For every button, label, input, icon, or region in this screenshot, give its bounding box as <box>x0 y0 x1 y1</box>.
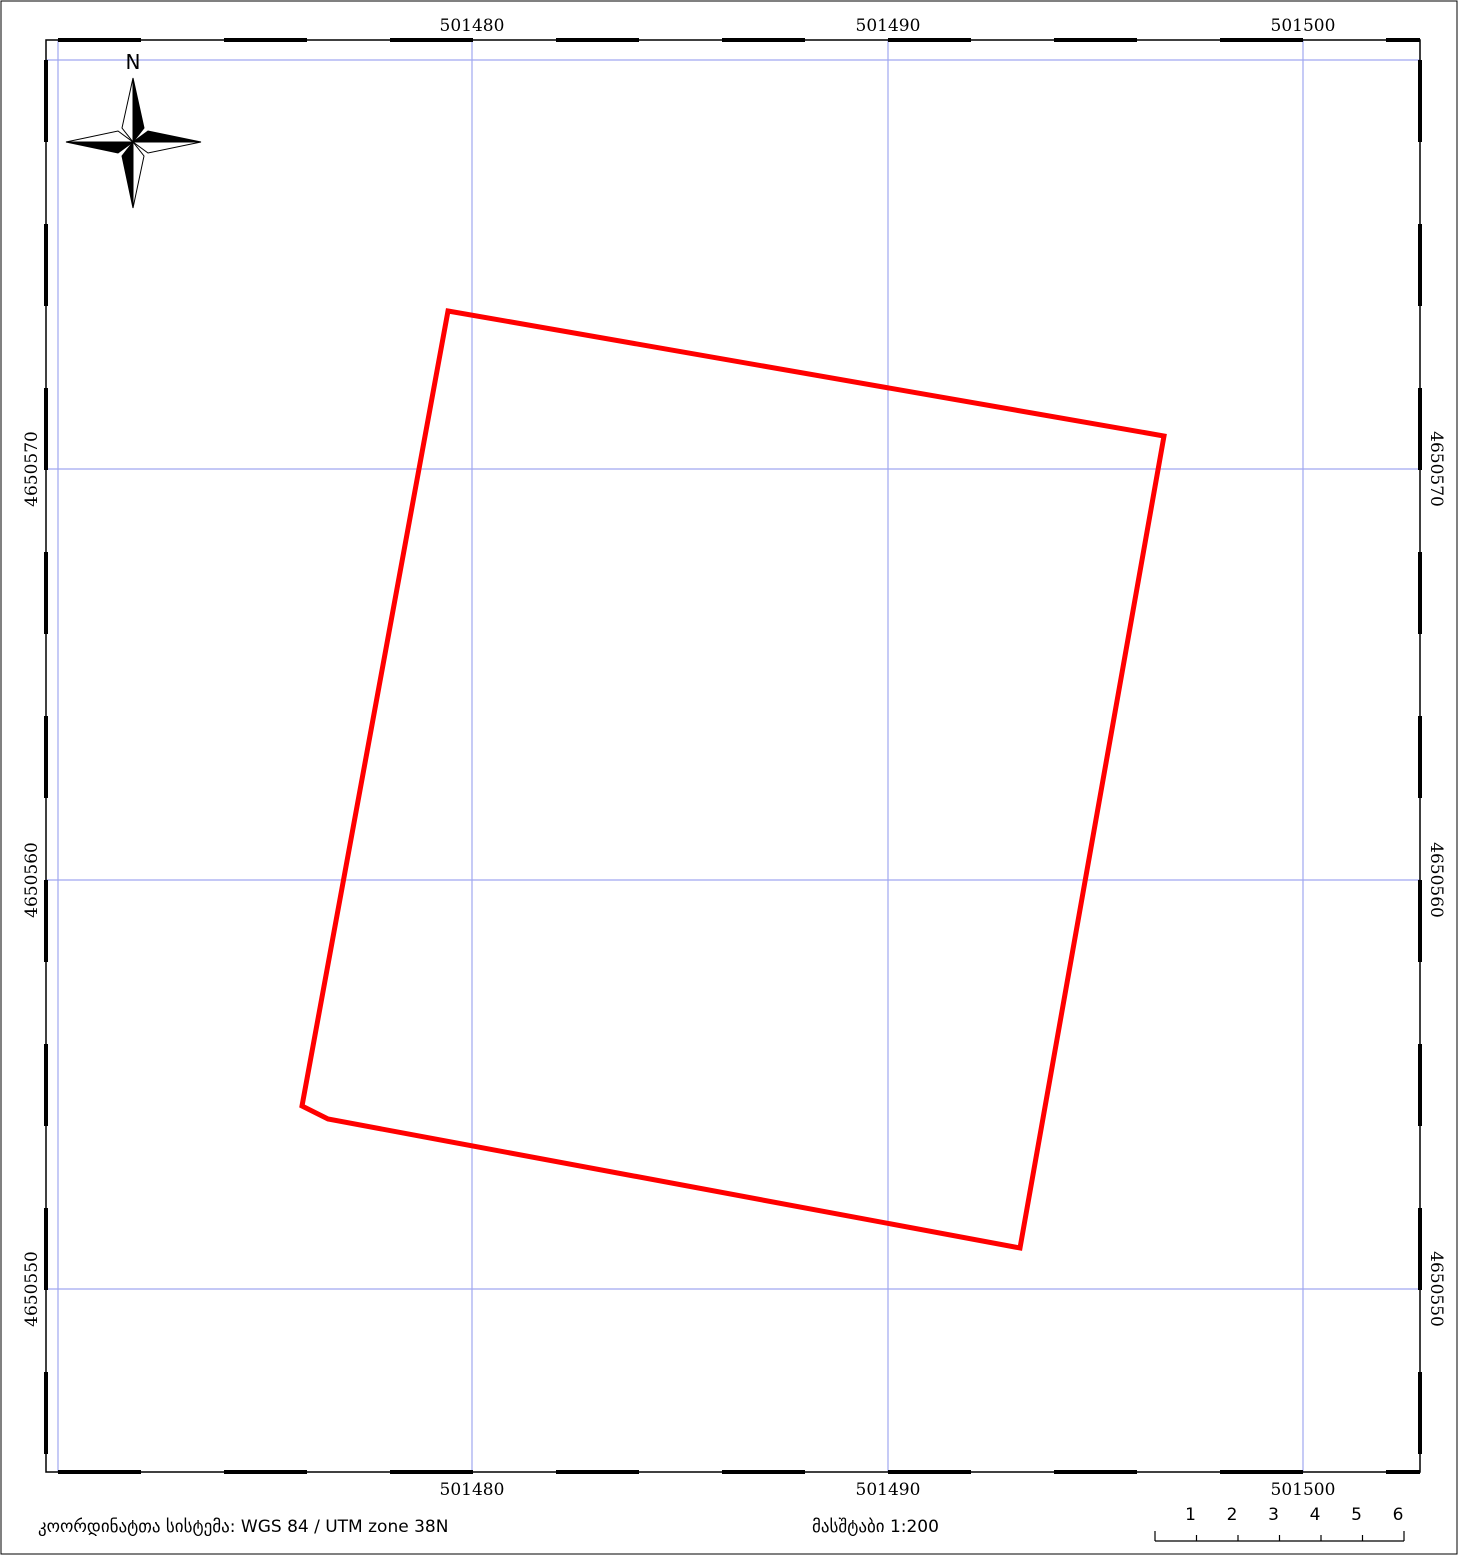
scale-bar-tick-label: 6 <box>1393 1505 1404 1525</box>
scale-bar-tick-label: 4 <box>1310 1505 1321 1525</box>
scale-bar-tick-label: 1 <box>1185 1505 1196 1525</box>
north-arrow-icon: N <box>65 50 202 209</box>
frame-dashes <box>44 38 1422 1474</box>
scale-label: მასშტაბი 1:200 <box>812 1517 939 1537</box>
parcel-boundary[interactable] <box>299 308 1167 1251</box>
scale-bar-ticks <box>1195 1535 1364 1541</box>
top-x-label-3: 501500 <box>1271 16 1336 36</box>
coordinate-grid <box>46 40 1420 1472</box>
top-x-label-2: 501490 <box>856 16 921 36</box>
bottom-x-label-2: 501490 <box>856 1480 921 1500</box>
left-y-label-1: 4650570 <box>22 431 42 507</box>
bottom-x-label-1: 501480 <box>440 1480 505 1500</box>
crs-label: კოორდინატთა სისტემა: WGS 84 / UTM zone 3… <box>38 1517 448 1537</box>
map-frame <box>45 39 1421 1473</box>
scale-bar-tick-label: 5 <box>1351 1505 1362 1525</box>
left-y-label-3: 4650550 <box>22 1251 42 1327</box>
scale-bar-tick-label: 2 <box>1227 1505 1238 1525</box>
right-y-label-3: 4650550 <box>1426 1251 1446 1327</box>
top-x-label-1: 501480 <box>440 16 505 36</box>
left-y-label-2: 4650560 <box>22 842 42 918</box>
right-y-label-1: 4650570 <box>1426 431 1446 507</box>
bottom-x-label-3: 501500 <box>1271 1480 1336 1500</box>
north-label: N <box>126 50 141 74</box>
scale-bar-tick-label: 3 <box>1268 1505 1279 1525</box>
scale-bar-labels: 1 2 3 4 5 6 <box>1185 1505 1403 1525</box>
right-y-label-2: 4650560 <box>1426 842 1446 918</box>
scale-bar <box>1154 1531 1405 1542</box>
